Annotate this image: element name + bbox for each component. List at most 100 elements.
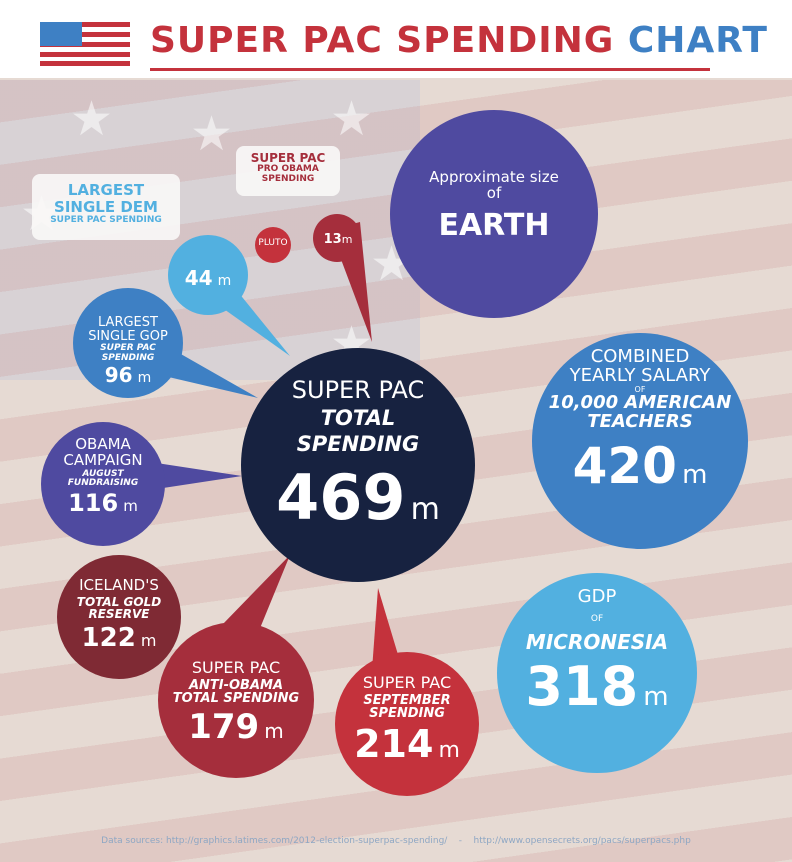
pro-obama-unit: m xyxy=(341,233,353,246)
pro-obama-box-line-1: SUPER PAC xyxy=(250,151,326,165)
micronesia-line-2: MICRONESIA xyxy=(525,630,669,655)
september-value: 214 xyxy=(354,722,434,767)
anti-obama-value: 179 xyxy=(188,707,260,748)
dem-box-line-3: SUPER PAC SPENDING xyxy=(50,215,162,225)
bubble-total xyxy=(241,348,475,582)
september-unit: m xyxy=(438,738,460,764)
obama-campaign-line-2: CAMPAIGN xyxy=(63,450,143,469)
background-star-icon: ★ xyxy=(190,106,234,162)
gop-unit: m xyxy=(137,370,152,387)
bubble-pluto xyxy=(255,227,291,263)
anti-obama-line-2: ANTI-OBAMA xyxy=(188,677,284,693)
iceland-line-1: ICELAND'S xyxy=(79,576,159,594)
bubble-gop xyxy=(73,288,183,398)
label-earth: Approximate size of EARTH xyxy=(410,168,578,243)
earth-line-2: of xyxy=(486,183,502,202)
teachers-line-3: 10,000 AMERICAN xyxy=(548,392,732,414)
obama-campaign-line-4: FUNDRAISING xyxy=(67,477,139,488)
dem-box-line-2: SINGLE DEM xyxy=(54,197,158,216)
background-star-icon: ★ xyxy=(70,91,114,147)
micronesia-unit: m xyxy=(643,682,669,713)
sources-label: Data sources: xyxy=(101,836,164,846)
bubble-dem xyxy=(168,235,248,315)
pro-obama-box-line-3: SPENDING xyxy=(261,174,315,185)
september-line-1: SUPER PAC xyxy=(362,673,452,692)
bubble-iceland xyxy=(57,555,181,679)
source-link-opensecrets[interactable]: http://www.opensecrets.org/pacs/superpac… xyxy=(473,836,691,846)
source-link-latimes[interactable]: http://graphics.latimes.com/2012-electio… xyxy=(166,836,448,846)
bubble-obama-campaign xyxy=(41,422,165,546)
iceland-line-3: RESERVE xyxy=(88,607,150,622)
pointer-anti-obama xyxy=(222,555,290,638)
pro-obama-value: 13 xyxy=(323,232,342,247)
us-flag-icon xyxy=(40,22,130,66)
iceland-unit: m xyxy=(140,630,157,650)
label-teachers: COMBINED YEARLY SALARY OF 10,000 AMERICA… xyxy=(540,346,740,495)
pointer-gop xyxy=(160,345,258,398)
title-part-1: SUPER PAC SPENDING xyxy=(150,20,615,61)
obama-campaign-unit: m xyxy=(123,497,138,516)
earth-line-1: Approximate size xyxy=(429,168,559,186)
gop-line-2: SINGLE GOP xyxy=(88,328,168,344)
total-line-3: SPENDING xyxy=(296,432,420,457)
label-micronesia: GDP OF MICRONESIA 318 m xyxy=(507,586,687,719)
teachers-line-2: YEARLY SALARY xyxy=(569,364,711,386)
page-title: SUPER PAC SPENDING CHART xyxy=(150,20,768,61)
bubble-teachers xyxy=(532,333,748,549)
total-unit: m xyxy=(410,492,440,528)
iceland-value: 122 xyxy=(81,622,136,653)
sources-separator: - xyxy=(458,836,463,846)
title-underline xyxy=(150,68,710,71)
pointer-september xyxy=(372,588,402,670)
gop-line-3: SUPER PAC xyxy=(100,343,156,354)
anti-obama-line-3: TOTAL SPENDING xyxy=(172,691,300,707)
bubble-earth xyxy=(390,110,598,318)
label-gop: LARGEST SINGLE GOP SUPER PAC SPENDING 96… xyxy=(78,316,178,386)
teachers-value: 420 xyxy=(572,436,677,495)
dem-value: 44 xyxy=(184,266,213,290)
obama-campaign-value: 116 xyxy=(68,489,119,518)
label-obama-campaign: OBAMA CAMPAIGN AUGUST FUNDRAISING 116 m xyxy=(45,435,161,518)
teachers-of: OF xyxy=(634,384,646,394)
total-line-1: SUPER PAC xyxy=(291,376,425,404)
micronesia-value: 318 xyxy=(525,655,639,719)
teachers-unit: m xyxy=(682,459,708,490)
title-part-2: CHART xyxy=(627,20,768,61)
label-total: SUPER PAC TOTAL SPENDING 469 m xyxy=(258,376,458,530)
obama-campaign-line-3: AUGUST xyxy=(82,468,124,479)
data-sources: Data sources: http://graphics.latimes.co… xyxy=(0,836,792,846)
label-iceland: ICELAND'S TOTAL GOLD RESERVE 122 m xyxy=(62,576,176,653)
micronesia-line-1: GDP xyxy=(577,586,617,607)
gop-line-4: SPENDING xyxy=(101,352,155,363)
iceland-line-2: TOTAL GOLD xyxy=(76,594,162,609)
gop-value: 96 xyxy=(104,363,133,388)
label-pluto: PLUTO xyxy=(258,238,288,248)
september-line-2: SEPTEMBER xyxy=(363,692,451,708)
anti-obama-unit: m xyxy=(264,719,284,744)
bubble-pro-obama xyxy=(313,214,361,262)
bubble-micronesia xyxy=(497,573,697,773)
teachers-line-1: COMBINED xyxy=(590,346,690,367)
label-pro-obama: 13m xyxy=(318,230,358,247)
dem-box-line-1: LARGEST xyxy=(67,181,145,199)
background-star-icon: ★ xyxy=(330,91,374,147)
label-september: SUPER PAC SEPTEMBER SPENDING 214 m xyxy=(337,673,477,767)
label-anti-obama: SUPER PAC ANTI-OBAMA TOTAL SPENDING 179 … xyxy=(161,658,311,748)
obama-campaign-line-1: OBAMA xyxy=(75,435,131,453)
gop-line-1: LARGEST xyxy=(98,315,158,330)
anti-obama-line-1: SUPER PAC xyxy=(191,658,281,677)
teachers-line-4: TEACHERS xyxy=(587,411,693,433)
callout-dem: LARGEST SINGLE DEM SUPER PAC SPENDING xyxy=(32,174,180,240)
pointer-obama-campaign xyxy=(150,462,242,490)
dem-unit: m xyxy=(217,273,232,289)
september-line-3: SPENDING xyxy=(369,706,445,722)
bubble-september xyxy=(335,652,479,796)
header: SUPER PAC SPENDING CHART xyxy=(0,0,792,78)
total-value: 469 xyxy=(276,461,406,535)
bubble-anti-obama xyxy=(158,622,314,778)
total-line-2: TOTAL xyxy=(320,406,396,431)
earth-title: EARTH xyxy=(438,207,550,243)
micronesia-of: OF xyxy=(590,613,604,624)
callout-pro-obama: SUPER PAC PRO OBAMA SPENDING xyxy=(236,146,340,196)
